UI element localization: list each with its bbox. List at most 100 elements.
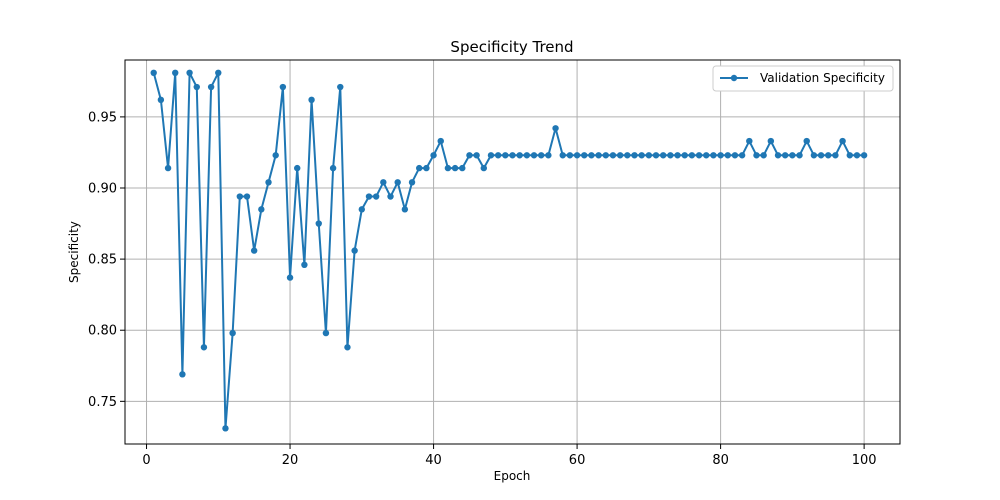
data-point (631, 152, 638, 159)
data-point (825, 152, 832, 159)
data-point (286, 274, 294, 281)
data-point (344, 344, 351, 351)
series-line (152, 71, 865, 430)
data-point (258, 206, 265, 213)
data-point (853, 152, 861, 159)
data-point (301, 261, 308, 268)
data-point (516, 152, 523, 159)
data-point (695, 152, 703, 159)
data-point (215, 69, 222, 77)
legend-point-marker (730, 74, 738, 82)
data-point (767, 137, 775, 145)
data-point (530, 152, 538, 159)
grid (125, 60, 900, 444)
axis-ticks: 0 20 40 60 80 100 0.75 0.80 0.85 0.90 0.95 (88, 110, 876, 468)
data-point (545, 152, 552, 159)
data-point (674, 152, 681, 159)
legend-label: Validation Specificity (760, 71, 885, 85)
data-point (789, 152, 796, 159)
data-point (645, 152, 653, 159)
data-point (250, 247, 258, 254)
legend: Validation Specificity (712, 65, 894, 92)
data-point (437, 137, 444, 145)
data-point (738, 152, 746, 159)
data-point (710, 152, 717, 159)
data-point (796, 152, 803, 159)
data-point (372, 193, 380, 200)
data-point (308, 96, 315, 104)
data-point (860, 152, 868, 159)
data-point (667, 152, 674, 159)
data-point (365, 193, 373, 200)
y-tick-label: 0.90 (88, 182, 117, 197)
data-point (150, 69, 157, 77)
data-point (179, 371, 186, 378)
data-point (294, 164, 301, 172)
chart-title: Specificity Trend (450, 38, 573, 56)
data-point (387, 193, 394, 200)
series-layer (150, 69, 868, 432)
data-point (573, 152, 581, 159)
data-point (746, 137, 753, 145)
data-point (272, 152, 279, 159)
y-tick-label: 0.75 (88, 395, 117, 410)
data-point (459, 164, 466, 172)
data-point (451, 164, 459, 172)
data-point (681, 152, 688, 159)
data-point (494, 152, 502, 159)
y-tick-label: 0.85 (88, 253, 117, 268)
data-point (487, 152, 495, 159)
data-point (207, 83, 215, 91)
data-point (322, 329, 330, 337)
data-point (638, 152, 645, 159)
data-point (559, 152, 566, 159)
data-point (839, 137, 846, 145)
data-point (200, 344, 208, 351)
y-tick-label: 0.80 (88, 324, 117, 339)
data-point (724, 152, 731, 159)
x-tick-label: 60 (569, 453, 586, 468)
data-point (717, 152, 724, 159)
data-point (279, 83, 287, 91)
y-axis-label: Specificity (67, 221, 81, 283)
data-point (538, 152, 545, 159)
data-point (832, 152, 839, 159)
x-tick-label: 40 (425, 453, 442, 468)
data-point (164, 164, 172, 172)
data-point (652, 152, 660, 159)
data-point (703, 152, 710, 159)
data-point (243, 193, 251, 200)
plot-frame (124, 59, 901, 445)
data-point (401, 206, 409, 213)
data-point (817, 152, 825, 159)
data-point (394, 179, 401, 186)
x-tick-label: 0 (142, 453, 150, 468)
data-point (186, 69, 193, 77)
data-point (466, 152, 473, 159)
data-point (509, 152, 516, 159)
x-tick-label: 100 (852, 453, 877, 468)
data-point (337, 83, 344, 91)
data-point (351, 247, 358, 254)
data-point (774, 152, 782, 159)
data-point (265, 179, 272, 186)
data-point (760, 152, 767, 159)
data-point (609, 152, 617, 159)
data-point (659, 152, 667, 159)
data-point (502, 152, 509, 159)
data-point (423, 164, 430, 172)
data-point (329, 164, 337, 172)
x-tick-label: 20 (282, 453, 299, 468)
data-point (753, 152, 760, 159)
data-point (408, 179, 416, 186)
data-point (473, 152, 480, 159)
data-point (222, 425, 229, 432)
data-point (157, 96, 165, 104)
data-point (810, 152, 818, 159)
data-point (523, 152, 531, 159)
data-point (731, 152, 739, 159)
x-axis-label: Epoch (494, 469, 531, 483)
data-point (236, 193, 244, 200)
data-point (781, 152, 789, 159)
